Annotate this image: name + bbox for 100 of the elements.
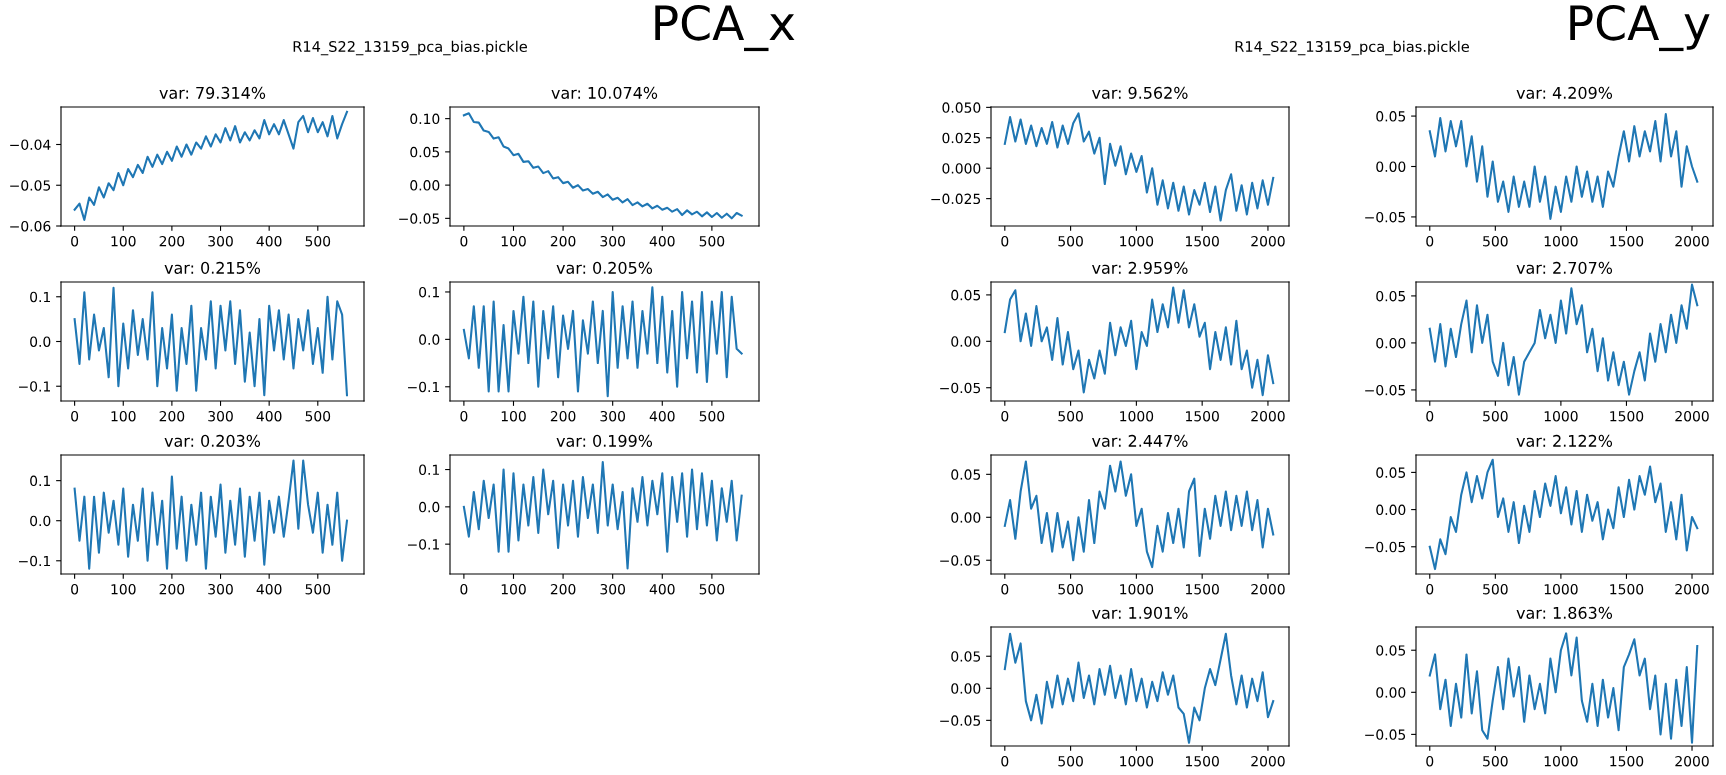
x-tick-label: 400: [256, 583, 282, 595]
chart-title: var: 0.203%: [164, 434, 261, 447]
x-tick-label: 2000: [1675, 235, 1709, 247]
y-tick-label: −0.05: [10, 180, 51, 191]
x-tick-label: 300: [208, 410, 233, 422]
x-tick-label: 0: [71, 583, 79, 595]
y-tick-label: −0.025: [931, 193, 981, 205]
x-tick-label: 500: [1483, 583, 1508, 595]
y-tick-label: 0.1: [419, 464, 439, 476]
x-tick-label: 100: [111, 583, 136, 595]
x-tick-label: 500: [1058, 755, 1083, 767]
x-tick-label: 0: [1426, 755, 1434, 767]
x-tick-label: 500: [1483, 410, 1508, 422]
y-tick-label: −0.1: [408, 381, 439, 393]
y-tick-label: 0.025: [942, 132, 981, 144]
x-tick-label: 1500: [1186, 755, 1219, 767]
x-tick-label: 0: [460, 583, 468, 595]
x-tick-label: 500: [699, 235, 725, 247]
text: PCA_y: [1570, 4, 1710, 52]
y-tick-label: 0.0: [419, 334, 440, 345]
y-tick-label: 0.05: [951, 289, 981, 301]
x-tick-label: 0: [71, 410, 79, 422]
x-tick-label: 300: [208, 583, 233, 595]
x-tick-label: 500: [1483, 235, 1508, 247]
chart-title: var: 2.122%: [1516, 434, 1613, 447]
x-tick-label: 500: [1058, 410, 1083, 422]
x-tick-label: 400: [649, 583, 675, 595]
chart-title: var: 1.863%: [1516, 606, 1613, 619]
x-tick-label: 0: [1001, 410, 1009, 422]
x-tick-label: 1000: [1544, 410, 1578, 422]
y-tick-label: 0.05: [410, 146, 440, 158]
y-tick-label: 0.05: [951, 469, 981, 480]
x-tick-label: 2000: [1675, 755, 1709, 767]
x-tick-label: 400: [649, 235, 675, 247]
x-tick-label: 300: [600, 583, 626, 595]
line-series: [73, 110, 349, 221]
x-tick-label: 400: [256, 410, 282, 422]
y-tick-label: −0.05: [399, 213, 440, 224]
x-tick-label: 400: [256, 235, 282, 247]
x-tick-label: 200: [550, 583, 576, 595]
x-tick-label: 200: [550, 410, 576, 422]
chart-title: var: 4.209%: [1516, 86, 1613, 99]
y-tick-label: 0.1: [30, 475, 50, 487]
x-tick-label: 300: [208, 235, 233, 247]
line-series: [462, 286, 743, 398]
y-tick-label: 0.00: [951, 512, 981, 523]
chart-title: var: 2.447%: [1092, 434, 1188, 447]
x-tick-label: 500: [305, 410, 331, 422]
y-tick-label: 0.00: [1376, 504, 1406, 516]
y-tick-label: 0.000: [942, 163, 981, 174]
x-tick-label: 500: [699, 410, 725, 422]
y-tick-label: −0.05: [940, 555, 981, 566]
x-tick-label: 1000: [1120, 410, 1154, 422]
x-tick-label: 200: [550, 235, 576, 247]
x-tick-label: 1500: [1186, 410, 1219, 422]
x-tick-label: 0: [1426, 410, 1434, 422]
chart-title: var: 10.074%: [551, 86, 658, 99]
y-tick-label: 0.00: [1376, 161, 1406, 172]
x-tick-label: 200: [159, 235, 185, 247]
text: PCA_x: [655, 4, 795, 52]
y-tick-label: 0.00: [1376, 687, 1406, 698]
chart-title: var: 79.314%: [159, 86, 266, 99]
chart-title: var: 0.215%: [164, 261, 261, 274]
y-tick-label: 0.1: [30, 291, 50, 303]
y-tick-label: 0.05: [1376, 111, 1406, 122]
x-tick-label: 400: [649, 410, 675, 422]
x-tick-label: 300: [600, 410, 626, 422]
x-tick-label: 1000: [1120, 583, 1154, 595]
line-series: [73, 459, 349, 570]
chart-title: var: 2.707%: [1516, 261, 1613, 274]
chart-title: var: 0.199%: [556, 434, 653, 447]
y-tick-label: 0.00: [951, 336, 981, 347]
y-tick-label: 0.0: [30, 336, 51, 347]
x-tick-label: 1000: [1544, 755, 1578, 767]
x-tick-label: 500: [305, 235, 331, 247]
line-series: [1428, 113, 1699, 220]
x-tick-label: 2000: [1675, 410, 1709, 422]
y-tick-label: 0.10: [410, 113, 440, 125]
x-tick-label: 100: [501, 583, 526, 595]
x-tick-label: 0: [71, 235, 79, 247]
line-series: [1003, 112, 1275, 222]
x-tick-label: 200: [159, 410, 185, 422]
x-tick-label: 200: [159, 583, 185, 595]
y-tick-label: 0.1: [419, 286, 439, 298]
x-tick-label: 1500: [1610, 235, 1644, 247]
x-tick-label: 2000: [1251, 235, 1285, 247]
x-tick-label: 1000: [1544, 583, 1578, 595]
x-tick-label: 0: [1001, 755, 1009, 767]
x-tick-label: 500: [1058, 235, 1083, 247]
x-tick-label: 100: [111, 410, 136, 422]
x-tick-label: 2000: [1251, 583, 1285, 595]
x-tick-label: 500: [1483, 755, 1508, 767]
x-tick-label: 2000: [1251, 755, 1285, 767]
x-tick-label: 0: [1001, 235, 1009, 247]
chart-title: var: 1.901%: [1092, 606, 1188, 619]
y-tick-label: −0.05: [1365, 211, 1406, 223]
chart-title: var: 9.562%: [1092, 86, 1188, 99]
x-tick-label: 500: [699, 583, 725, 595]
line-series: [1428, 632, 1699, 744]
y-tick-label: 0.00: [1376, 337, 1406, 349]
